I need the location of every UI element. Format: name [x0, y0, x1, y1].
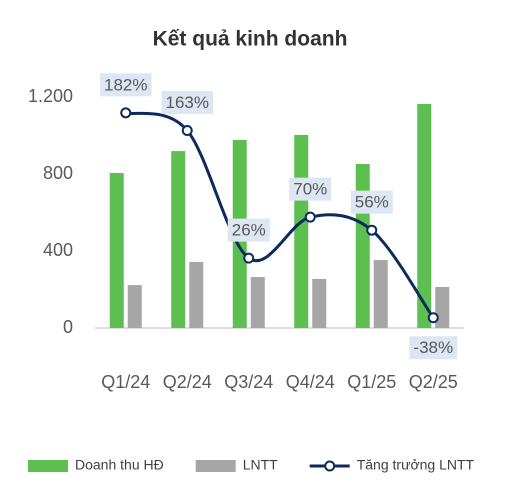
data-label-text: 70% — [293, 180, 327, 199]
data-label-bg — [350, 190, 393, 214]
y-tick-label: 0 — [63, 317, 73, 337]
data-label-bg — [161, 91, 213, 115]
data-label: 56% — [350, 190, 393, 214]
x-tick-label: Q2/24 — [163, 372, 212, 392]
bar — [294, 134, 309, 328]
data-label-bg — [289, 177, 332, 201]
data-label-bg — [227, 218, 270, 242]
y-tick-label: 1.200 — [28, 86, 73, 106]
x-tick-label: Q1/25 — [347, 372, 396, 392]
bar — [417, 103, 432, 329]
line-marker — [181, 125, 193, 137]
bar — [355, 163, 370, 328]
x-tick-label: Q3/24 — [224, 372, 273, 392]
data-label: 182% — [100, 73, 152, 97]
x-tick-label: Q1/24 — [101, 372, 150, 392]
line-marker — [427, 312, 439, 324]
legend-label: LNTT — [243, 457, 278, 473]
data-label: 26% — [227, 218, 270, 242]
x-tick-label: Q4/24 — [286, 372, 335, 392]
data-label-bg — [409, 336, 458, 360]
legend-swatch — [195, 460, 236, 472]
bar — [171, 151, 186, 328]
line-marker — [243, 252, 255, 264]
x-tick-label: Q2/25 — [409, 372, 458, 392]
legend-label: Tăng trưởng LNTT — [357, 457, 475, 473]
data-label: 70% — [289, 177, 332, 201]
data-label-bg — [100, 73, 152, 97]
bar — [109, 173, 124, 328]
line-marker — [366, 224, 378, 236]
legend-marker — [324, 460, 336, 472]
bar — [373, 260, 388, 328]
chart-title: Kết quả kinh doanh — [153, 28, 348, 51]
data-label: 163% — [161, 91, 213, 115]
y-tick-label: 800 — [43, 163, 73, 183]
legend-label: Doanh thu HĐ — [75, 457, 164, 473]
data-label-text: 26% — [232, 221, 266, 240]
line-marker — [120, 107, 132, 119]
y-tick-label: 400 — [43, 240, 73, 260]
line-marker — [304, 211, 316, 223]
data-label-text: -38% — [413, 338, 453, 357]
data-label-text: 163% — [166, 93, 209, 112]
data-label-text: 56% — [355, 193, 389, 212]
legend-swatch — [28, 460, 68, 472]
bar — [312, 278, 327, 328]
bar — [127, 285, 142, 328]
bar — [435, 286, 450, 328]
data-label: -38% — [409, 336, 458, 360]
bar — [189, 261, 204, 328]
data-label-text: 182% — [104, 75, 147, 94]
bar — [250, 276, 265, 328]
